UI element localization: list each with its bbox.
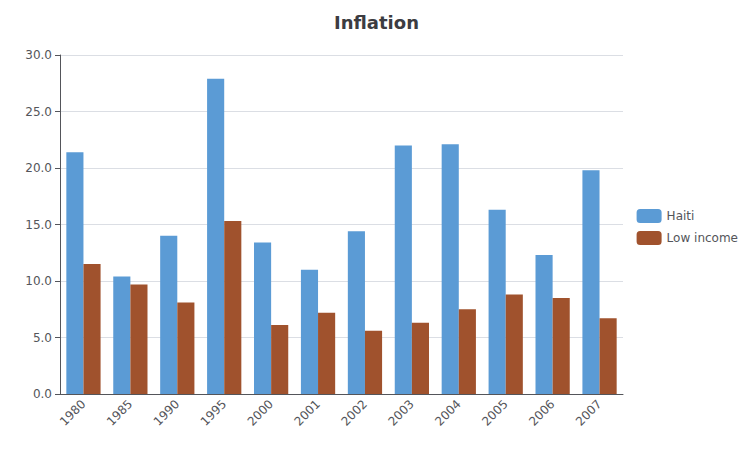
svg-text:2007: 2007 bbox=[573, 397, 604, 428]
svg-text:2005: 2005 bbox=[479, 397, 510, 428]
svg-text:0.0: 0.0 bbox=[33, 387, 52, 401]
svg-text:1985: 1985 bbox=[104, 397, 135, 428]
svg-text:2000: 2000 bbox=[245, 397, 276, 428]
svg-text:Low income: Low income bbox=[667, 231, 738, 245]
svg-text:20.0: 20.0 bbox=[25, 161, 52, 175]
svg-text:2001: 2001 bbox=[292, 397, 323, 428]
svg-text:25.0: 25.0 bbox=[25, 105, 52, 119]
svg-text:1990: 1990 bbox=[151, 397, 182, 428]
svg-text:5.0: 5.0 bbox=[33, 331, 52, 345]
svg-text:2003: 2003 bbox=[385, 397, 416, 428]
svg-text:1995: 1995 bbox=[198, 397, 229, 428]
svg-text:Haiti: Haiti bbox=[667, 209, 695, 223]
svg-text:2004: 2004 bbox=[432, 397, 463, 428]
svg-text:Inflation: Inflation bbox=[334, 12, 419, 33]
svg-text:2002: 2002 bbox=[338, 397, 369, 428]
svg-text:2006: 2006 bbox=[526, 397, 557, 428]
svg-text:1980: 1980 bbox=[57, 397, 88, 428]
svg-text:15.0: 15.0 bbox=[25, 218, 52, 232]
svg-text:10.0: 10.0 bbox=[25, 274, 52, 288]
svg-text:30.0: 30.0 bbox=[25, 48, 52, 62]
